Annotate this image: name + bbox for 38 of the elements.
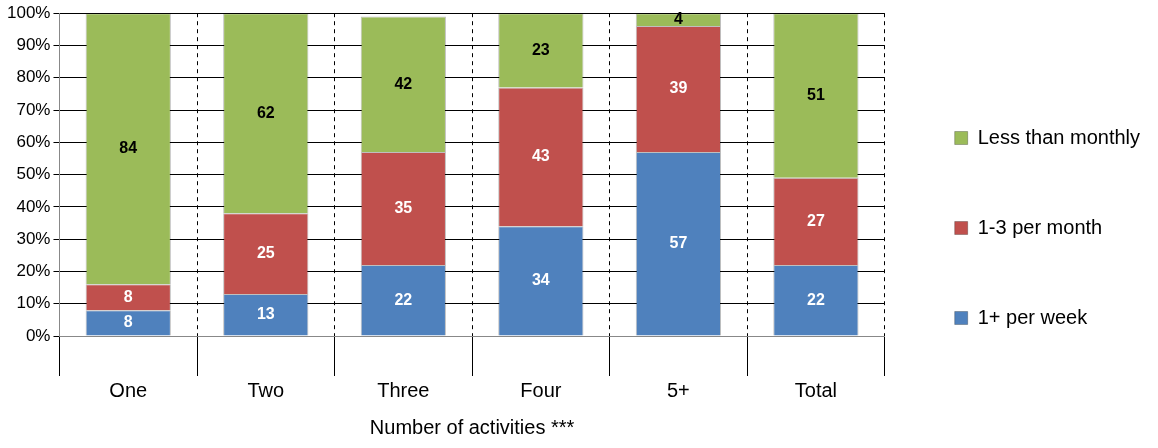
x-tick-label: 5+ [666, 378, 690, 401]
y-tick-label: 60% [16, 132, 51, 152]
y-tick-label: 70% [16, 99, 51, 119]
y-tick-label: 100% [7, 2, 51, 22]
data-label: 43 [531, 147, 550, 165]
y-tick-label: 90% [16, 35, 51, 55]
y-tick-label: 50% [16, 164, 51, 184]
data-label: 34 [531, 271, 550, 289]
legend-label: Less than monthly [977, 125, 1141, 148]
data-label: 8 [123, 313, 133, 331]
data-label: 62 [256, 103, 275, 121]
data-label: 22 [807, 290, 825, 308]
legend-label: 1-3 per month [977, 215, 1103, 238]
x-tick-label: Four [520, 378, 562, 401]
data-label: 35 [394, 198, 413, 216]
data-label: 84 [119, 139, 138, 157]
data-label: 39 [669, 79, 688, 97]
y-tick-label: 80% [16, 67, 51, 87]
x-tick-label: Two [247, 378, 285, 401]
data-label: 57 [669, 234, 688, 252]
y-tick-label: 20% [16, 261, 51, 281]
x-tick-label: One [109, 378, 148, 401]
data-label: 23 [531, 40, 550, 58]
y-tick-label: 40% [16, 196, 51, 216]
data-label: 42 [394, 74, 413, 92]
y-tick-label: 30% [16, 228, 51, 248]
x-tick-label: Total [794, 378, 838, 401]
data-label: 8 [123, 287, 133, 305]
data-label: 51 [807, 85, 825, 103]
data-label: 13 [256, 305, 275, 323]
data-label: 27 [807, 211, 825, 229]
x-tick-label: Three [377, 378, 430, 401]
y-tick-label: 10% [16, 293, 51, 313]
data-label: 25 [256, 244, 275, 262]
data-label: 22 [394, 290, 413, 308]
legend-label: 1+ per week [977, 305, 1089, 328]
x-axis-title: Number of activities *** [369, 415, 575, 438]
y-tick-label: 0% [25, 325, 51, 345]
